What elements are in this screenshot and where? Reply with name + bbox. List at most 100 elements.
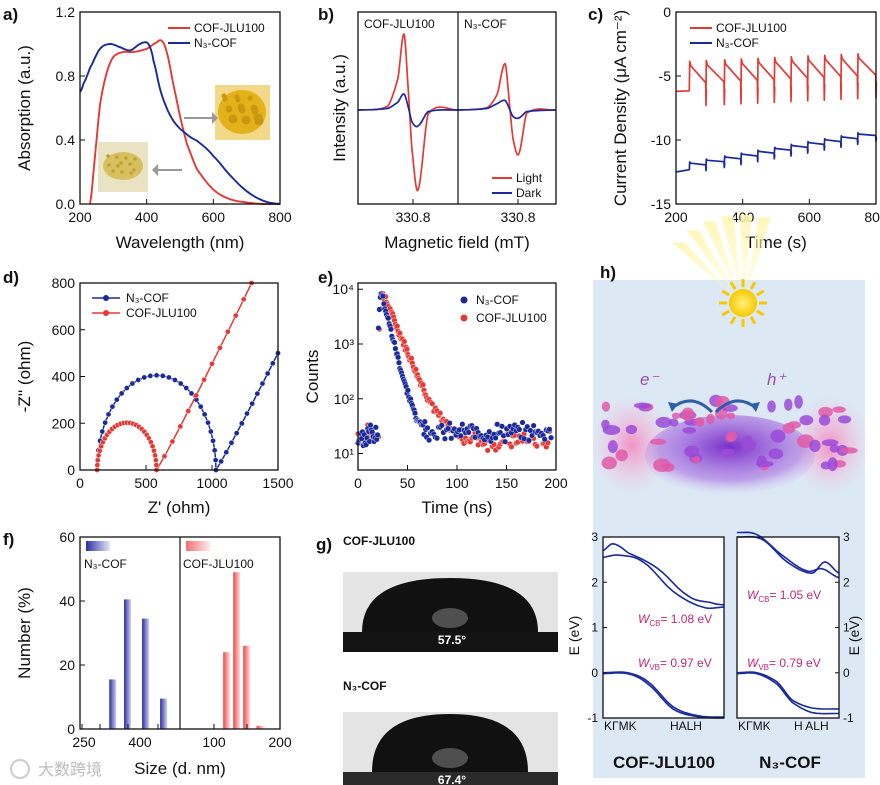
powder-grain	[120, 170, 124, 174]
bar-cof-jlu100-0	[223, 652, 231, 729]
band-y-tick-label: 2	[843, 575, 850, 589]
y-tick-label-a: 0.8	[56, 68, 76, 84]
nyquist-point	[193, 392, 200, 399]
powder-grain	[106, 154, 110, 158]
band-y-tick-label: 3	[591, 530, 598, 544]
sun-ray-icon	[756, 289, 765, 297]
decay-point	[367, 422, 374, 429]
decay-point	[395, 354, 402, 361]
nyquist-point	[118, 390, 125, 397]
w-vb-label-1: WVB= 0.79 eV	[747, 656, 821, 672]
nyquist-point	[210, 437, 216, 444]
powder-grain	[228, 114, 238, 124]
legend-label-b-1: Dark	[516, 186, 542, 200]
x-tick-label-e: 50	[400, 475, 416, 491]
y-tick-label-c: 0	[663, 4, 671, 20]
x-tick-label-e: 100	[445, 475, 469, 491]
molecule-orbital	[655, 416, 672, 428]
decay-point	[434, 435, 441, 442]
powder-grain	[247, 95, 253, 101]
nyquist-point	[223, 449, 230, 456]
molecule-orbital	[832, 406, 846, 413]
bar-cof-jlu100-1	[233, 572, 241, 729]
decay-point	[525, 437, 532, 444]
legend-swatch-f-0	[86, 541, 110, 551]
molecule-orbital	[784, 398, 793, 411]
bar-cof-jlu100-2	[243, 645, 251, 729]
droplet-highlight-1	[432, 748, 468, 768]
substrate-0	[343, 632, 558, 652]
decay-point	[376, 306, 383, 313]
molecule-orbital	[821, 439, 839, 447]
molecule-orbital	[601, 456, 617, 470]
molecule-orbital	[829, 444, 840, 453]
decay-point	[372, 424, 379, 431]
nyquist-point	[102, 419, 108, 426]
nyquist-point	[269, 360, 276, 367]
molecule-orbital	[706, 413, 715, 425]
nyquist-point	[259, 380, 266, 387]
powder-grain	[251, 107, 259, 115]
decay-point	[486, 428, 493, 435]
nyquist-point	[211, 447, 218, 454]
powder-grain	[111, 169, 115, 173]
decay-point	[437, 410, 444, 417]
x-axis-label-d: Z' (ohm)	[148, 498, 211, 517]
nyquist-point	[109, 403, 116, 410]
sun-ray-icon	[749, 281, 757, 290]
plot-frame-a	[79, 11, 281, 205]
band-chart-title-0: COF-JLU100	[613, 753, 715, 772]
x-tick-label-a: 200	[68, 209, 92, 225]
x-tick-label-d: 1500	[262, 475, 293, 491]
w-cb-label-0: WCB= 1.08 eV	[638, 612, 712, 628]
nyquist-point	[201, 411, 208, 418]
epr-signal-1	[357, 93, 458, 128]
plot-frame-b	[357, 11, 557, 205]
sun-ray-icon	[756, 309, 765, 317]
decay-point	[516, 426, 523, 433]
y-tick-label-a: 0.0	[56, 196, 76, 212]
nyquist-point	[188, 390, 195, 397]
x-axis-label-f: Size (d. nm)	[134, 759, 226, 778]
y-tick-label-e: 10¹	[334, 446, 355, 462]
sun-ray-icon	[749, 316, 757, 325]
powder-grain	[222, 96, 228, 102]
nyquist-point	[177, 423, 184, 430]
decay-point	[394, 323, 401, 330]
nyquist-point	[217, 344, 223, 351]
nyquist-point	[177, 380, 184, 387]
decay-point	[374, 431, 381, 438]
nyquist-point	[124, 385, 130, 391]
band-line-0-3	[602, 672, 725, 719]
light-ray	[703, 221, 743, 305]
nyquist-point	[135, 377, 142, 383]
watermark-logo-icon	[10, 759, 30, 779]
panel-label-d: d)	[3, 268, 19, 287]
powder-grain	[132, 168, 136, 172]
x-tick-label-e: 200	[544, 475, 568, 491]
nyquist-point	[129, 380, 136, 387]
bar-n3-cof-3	[160, 698, 168, 729]
molecule-orbital	[653, 458, 671, 473]
epr-signal-0	[357, 33, 459, 192]
molecule-orbital	[726, 412, 736, 420]
decay-point	[533, 443, 540, 450]
y-tick-label-a: 1.2	[56, 4, 76, 20]
decay-point	[498, 423, 505, 430]
nyquist-point	[183, 385, 190, 391]
y-axis-label-c: Current Density (μA cm⁻²)	[611, 10, 630, 206]
legend-label-d-1: COF-JLU100	[126, 306, 197, 320]
legend-label-d-0: N₃-COF	[126, 291, 169, 305]
molecule-orbital	[721, 448, 735, 457]
w-cb-label-1: WCB= 1.05 eV	[747, 588, 821, 604]
band-chart-title-1: N₃-COF	[759, 753, 821, 772]
powder-grain	[116, 164, 120, 168]
nyquist-point	[169, 438, 176, 445]
panel-label-h: h)	[600, 263, 616, 282]
x-tick-label-f: 200	[268, 734, 292, 750]
nyquist-point	[151, 447, 157, 454]
band-line-1-1	[737, 535, 840, 575]
nyquist-point	[254, 390, 261, 397]
x-tick-label-b: 330.8	[395, 209, 430, 225]
y-tick-label-f: 0	[67, 721, 75, 737]
